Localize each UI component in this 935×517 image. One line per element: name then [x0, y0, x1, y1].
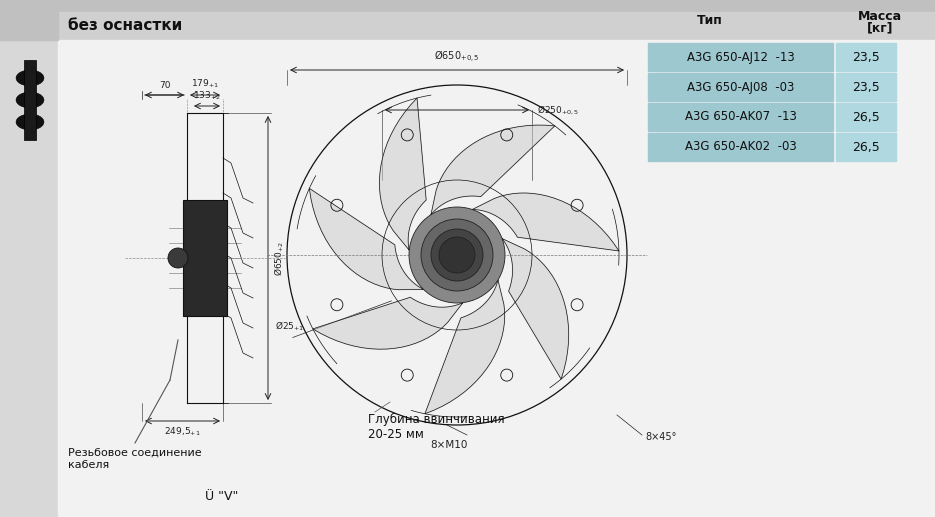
Text: 26,5: 26,5 — [852, 141, 880, 154]
Text: 70: 70 — [159, 81, 171, 90]
Bar — [24, 60, 36, 140]
Polygon shape — [472, 193, 619, 251]
Text: 23,5: 23,5 — [852, 81, 880, 94]
Bar — [0, 0, 935, 12]
Text: [кг]: [кг] — [867, 22, 893, 35]
Bar — [836, 43, 896, 71]
Text: Резьбовое соединение
кабеля: Резьбовое соединение кабеля — [68, 448, 202, 469]
Text: A3G 650-AK07  -13: A3G 650-AK07 -13 — [684, 111, 797, 124]
Text: Масса: Масса — [858, 9, 902, 23]
Circle shape — [431, 229, 483, 281]
Bar — [648, 43, 833, 71]
Text: A3G 650-AK02  -03: A3G 650-AK02 -03 — [684, 141, 797, 154]
Bar — [648, 133, 833, 161]
Ellipse shape — [16, 92, 44, 108]
Text: Ø650$_{+2}$: Ø650$_{+2}$ — [272, 240, 285, 276]
Text: без оснастки: без оснастки — [68, 19, 182, 34]
Text: 133$_{+2}$: 133$_{+2}$ — [193, 89, 221, 102]
Text: 179$_{+1}$: 179$_{+1}$ — [191, 78, 219, 90]
Bar — [648, 103, 833, 131]
Text: Ø25$_{+1}$: Ø25$_{+1}$ — [275, 319, 305, 332]
Text: Ü "V": Ü "V" — [206, 490, 238, 503]
Text: 8×45°: 8×45° — [645, 432, 676, 442]
Circle shape — [168, 248, 188, 268]
Text: Ø650$_{+0,5}$: Ø650$_{+0,5}$ — [434, 49, 480, 65]
Polygon shape — [502, 238, 568, 379]
Bar — [0, 12, 935, 40]
Bar — [836, 103, 896, 131]
Ellipse shape — [16, 114, 44, 130]
Text: 23,5: 23,5 — [852, 51, 880, 64]
Text: 26,5: 26,5 — [852, 111, 880, 124]
Text: 249,5$_{+1}$: 249,5$_{+1}$ — [165, 426, 201, 438]
Text: A3G 650-AJ12  -13: A3G 650-AJ12 -13 — [686, 51, 795, 64]
Bar — [648, 73, 833, 101]
Bar — [183, 200, 227, 316]
Bar — [0, 12, 58, 40]
Text: Глубина ввинчивания
20-25 мм: Глубина ввинчивания 20-25 мм — [368, 413, 505, 441]
Polygon shape — [380, 98, 426, 250]
Text: Ø250$_{+0,5}$: Ø250$_{+0,5}$ — [537, 103, 580, 117]
Polygon shape — [313, 297, 463, 349]
Text: Тип: Тип — [698, 13, 723, 26]
Circle shape — [439, 237, 475, 273]
Polygon shape — [309, 188, 424, 290]
Circle shape — [409, 207, 505, 303]
Ellipse shape — [16, 70, 44, 86]
Bar — [836, 73, 896, 101]
Polygon shape — [431, 125, 554, 215]
Text: 8×M10: 8×M10 — [430, 440, 468, 450]
Text: A3G 650-AJ08  -03: A3G 650-AJ08 -03 — [687, 81, 794, 94]
Polygon shape — [424, 280, 505, 414]
Circle shape — [421, 219, 493, 291]
Bar — [836, 133, 896, 161]
